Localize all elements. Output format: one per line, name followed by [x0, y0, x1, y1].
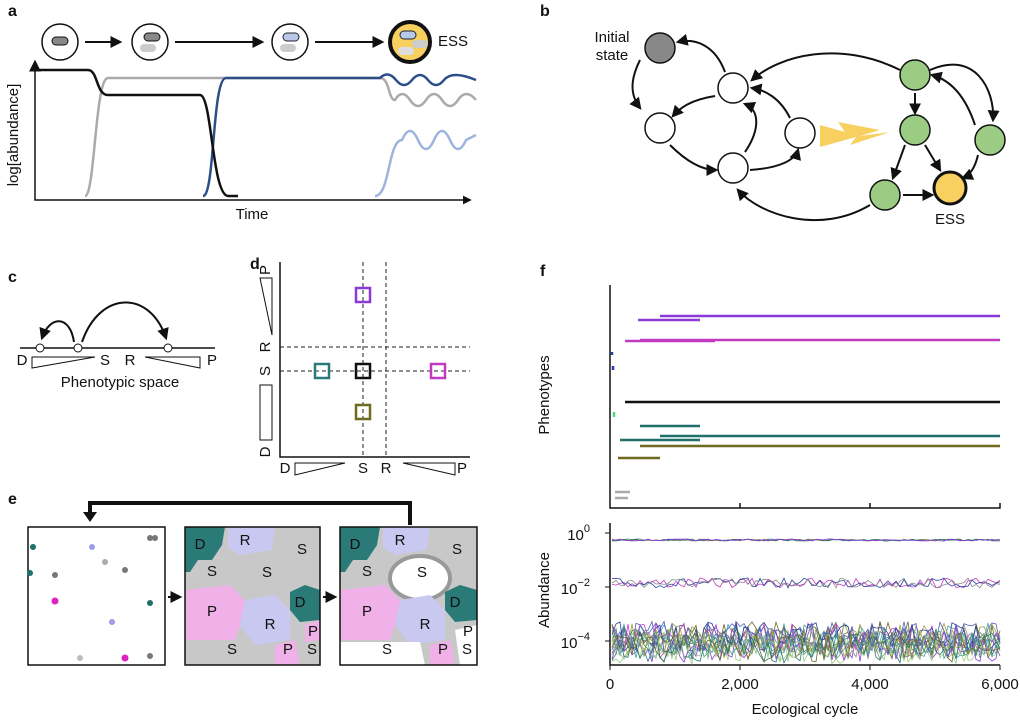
tick-base: 10: [561, 635, 578, 652]
region-label: R: [395, 532, 406, 549]
x-tick-label: 0: [606, 676, 614, 693]
abundance-trace: [611, 538, 1001, 542]
region-label: P: [207, 603, 217, 620]
x-tick-label: 6,000: [981, 676, 1019, 693]
region-label: S: [207, 563, 217, 580]
abundance-trace: [611, 630, 1001, 663]
letter: R: [381, 460, 392, 477]
panel-label: e: [8, 491, 17, 508]
letter: D: [17, 352, 28, 369]
y-tick-label: 100: [567, 523, 590, 544]
region-label: S: [452, 541, 462, 558]
perturbation: [820, 122, 890, 147]
transitions: [629, 33, 1000, 221]
curves: [37, 68, 477, 198]
region-label: S: [417, 564, 427, 581]
y-axis-label: Abundance: [536, 552, 553, 628]
region-label: S: [227, 641, 237, 658]
letter: S: [358, 460, 368, 477]
ess-label: ESS: [935, 211, 965, 228]
panel-a: a ESS log[abundance] Time: [5, 3, 477, 223]
letter: D: [257, 446, 274, 457]
abundance-trace: [611, 632, 1001, 663]
ess-label: ESS: [438, 33, 468, 50]
phenotype-traces: [610, 314, 1000, 500]
region-label: S: [307, 641, 317, 658]
y-tick-label: 10−2: [561, 577, 590, 598]
initial-state-label: Initial: [594, 29, 629, 46]
abundance-trace: [611, 577, 1001, 589]
letter: R: [257, 341, 274, 352]
region-label: P: [362, 603, 372, 620]
region-label: P: [283, 641, 293, 658]
letter: R: [125, 352, 136, 369]
letter: S: [100, 352, 110, 369]
letter: P: [457, 460, 467, 477]
panel-label: d: [250, 256, 260, 273]
x-tick-label: 2,000: [721, 676, 759, 693]
panel-b: b Initial state ESS: [540, 3, 1006, 228]
region-label: R: [265, 616, 276, 633]
panel-label: f: [540, 263, 546, 280]
abundance-trace: [611, 632, 1001, 664]
region-label: D: [350, 536, 361, 553]
panel-label: a: [8, 3, 17, 20]
squares: [313, 286, 447, 421]
panel-label: b: [540, 3, 550, 20]
seed-dots: [27, 535, 158, 662]
region-label: S: [262, 564, 272, 581]
axis-label: Phenotypic space: [61, 374, 179, 391]
region-label: D: [295, 594, 306, 611]
region-label: P: [463, 623, 473, 640]
letter: P: [207, 352, 217, 369]
region-label: P: [308, 623, 318, 640]
tick-base: 10: [567, 527, 584, 544]
y-axis-label: log[abundance]: [5, 84, 22, 187]
region-label: S: [297, 541, 307, 558]
region-label: S: [462, 641, 472, 658]
territory-map-3: [339, 526, 478, 666]
x-tick-label: 4,000: [851, 676, 889, 693]
panel-d: d P R S D D S R P: [250, 256, 470, 477]
y-tick-label: 10−4: [561, 631, 590, 652]
region-label: D: [195, 536, 206, 553]
region-label: S: [382, 641, 392, 658]
tick-base: 10: [561, 581, 578, 598]
x-axis-label: Ecological cycle: [752, 701, 859, 718]
region-label: P: [438, 641, 448, 658]
panel-c: c D S R P Phenotypic space: [8, 269, 217, 391]
region-label: R: [420, 616, 431, 633]
tick-exponent: −4: [577, 631, 590, 643]
letter: S: [257, 366, 274, 376]
region-label: D: [450, 594, 461, 611]
territory-map-2: [184, 526, 321, 666]
panel-f: f Phenotypes Abundance Ecological cycle …: [536, 263, 1019, 718]
letter: D: [280, 460, 291, 477]
axes: [34, 65, 472, 205]
region-label: R: [240, 532, 251, 549]
letter: P: [257, 265, 274, 275]
x-axis-label: Time: [236, 206, 269, 223]
abundance-trace: [612, 538, 1001, 542]
y-axis-label: Phenotypes: [536, 355, 553, 434]
region-label: S: [362, 563, 372, 580]
abundance-trace: [611, 577, 1001, 589]
abundance-traces: [611, 538, 1001, 666]
tick-exponent: 0: [584, 523, 590, 535]
initial-state-label: state: [596, 47, 629, 64]
cells: [41, 20, 432, 64]
tick-exponent: −2: [577, 577, 590, 589]
panel-label: c: [8, 269, 17, 286]
